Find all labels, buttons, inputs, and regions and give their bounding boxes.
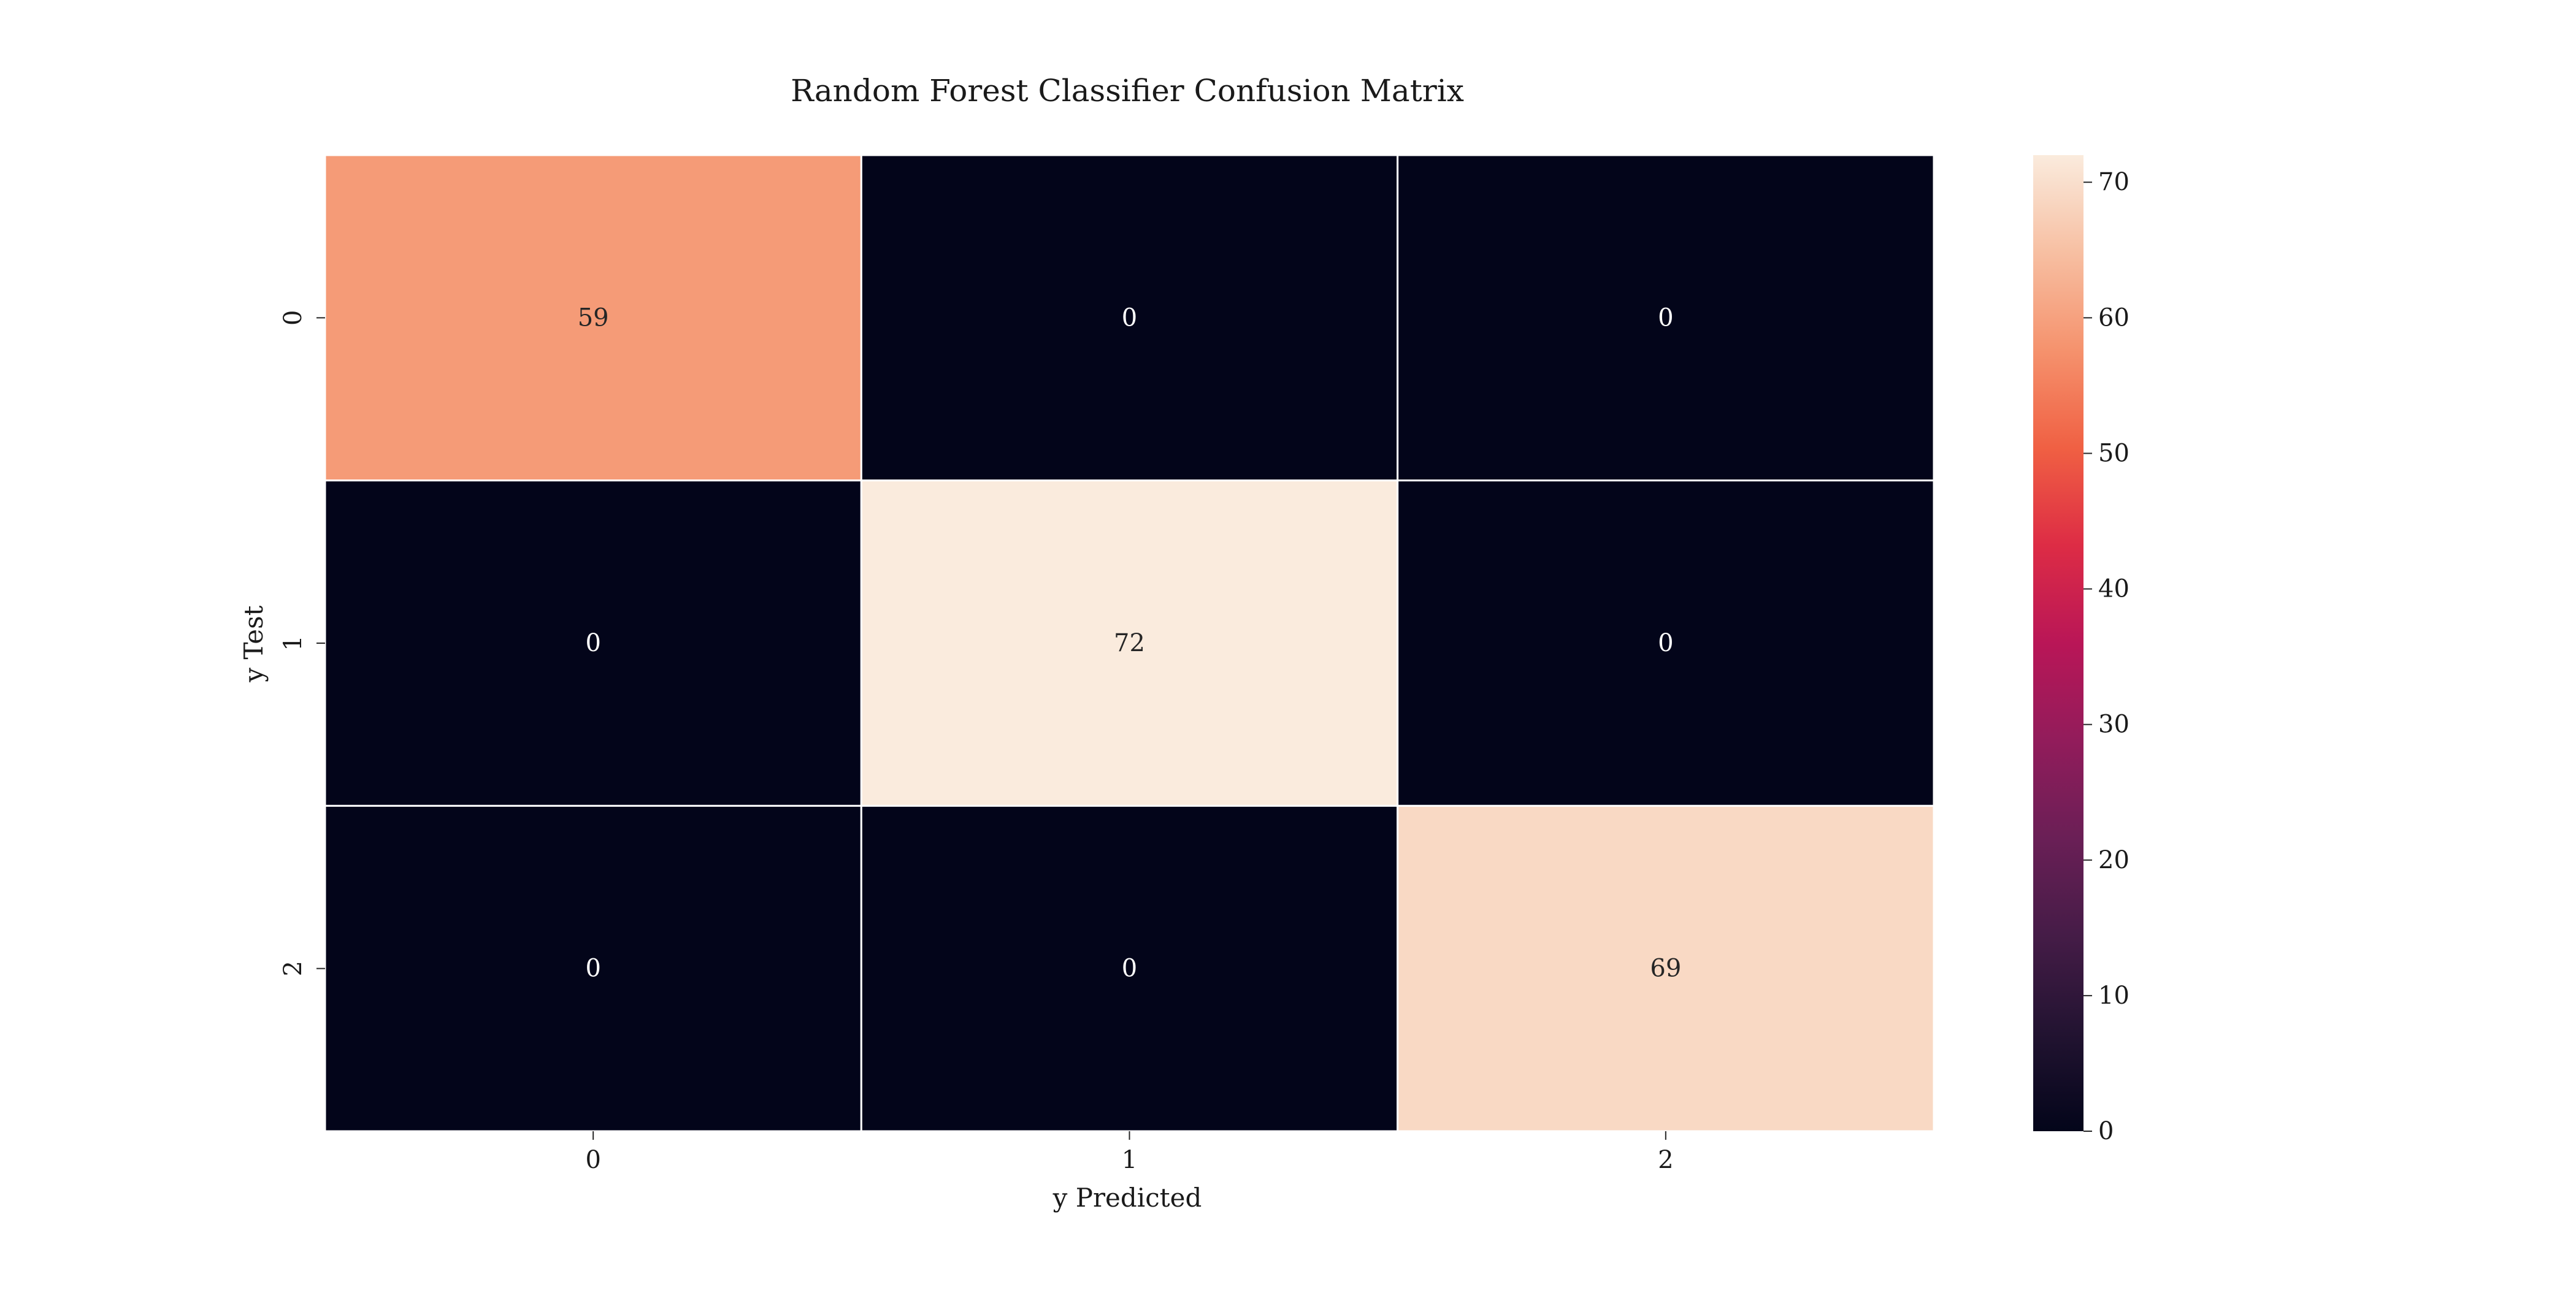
- colorbar: 0 10 20 30 40 50 60 70: [2033, 155, 2129, 1145]
- colorbar-tick-label-40: 40: [2098, 575, 2129, 603]
- y-tick-label-0: 0: [279, 310, 307, 326]
- colorbar-ticks: 0 10 20 30 40 50 60 70: [2083, 168, 2129, 1145]
- cell-annotation-r2-c1: 0: [1122, 955, 1137, 983]
- colorbar-tick-label-50: 50: [2098, 439, 2129, 467]
- y-tick-label-1: 1: [279, 635, 307, 651]
- cell-annotation-r1-c2: 0: [1658, 629, 1673, 657]
- cell-annotation-r1-c1: 72: [1114, 629, 1145, 657]
- y-tick-label-2: 2: [279, 961, 307, 976]
- chart-title: Random Forest Classifier Confusion Matri…: [791, 73, 1464, 109]
- heatmap-cell-r1-c2: [1397, 479, 1935, 807]
- heatmap-cells: [324, 154, 1935, 1132]
- cell-annotation-r2-c2: 69: [1650, 955, 1681, 983]
- heatmap-cell-r0-c1: [860, 154, 1399, 482]
- heatmap-cell-r2-c1: [860, 804, 1399, 1132]
- heatmap-cell-r1-c1: [860, 479, 1399, 807]
- colorbar-tick-label-20: 20: [2098, 846, 2129, 874]
- colorbar-tick-label-30: 30: [2098, 711, 2129, 739]
- cell-annotation-r0-c0: 59: [578, 303, 609, 332]
- colorbar-tick-label-0: 0: [2098, 1117, 2114, 1145]
- cell-annotation-r2-c0: 0: [585, 955, 600, 983]
- heatmap-cell-r0-c0: [324, 154, 862, 482]
- cell-annotations: 59 0 0 0 72 0 0 0 69: [578, 303, 1682, 982]
- heatmap-cell-r0-c2: [1397, 154, 1935, 482]
- heatmap-cell-r1-c0: [324, 479, 862, 807]
- colorbar-gradient: [2033, 155, 2083, 1131]
- colorbar-tick-label-60: 60: [2098, 303, 2129, 332]
- colorbar-tick-label-70: 70: [2098, 168, 2129, 196]
- y-tick-labels: 0 1 2: [279, 310, 325, 976]
- x-axis-label: y Predicted: [1052, 1183, 1202, 1213]
- x-tick-label-0: 0: [585, 1146, 600, 1174]
- x-tick-label-1: 1: [1122, 1146, 1137, 1174]
- cell-annotation-r0-c1: 0: [1122, 303, 1137, 332]
- x-tick-labels: 0 1 2: [585, 1131, 1674, 1174]
- cell-annotation-r1-c0: 0: [585, 629, 600, 657]
- heatmap-cell-r2-c0: [324, 804, 862, 1132]
- colorbar-tick-label-10: 10: [2098, 982, 2129, 1010]
- x-tick-label-2: 2: [1658, 1146, 1673, 1174]
- cell-annotation-r0-c2: 0: [1658, 303, 1673, 332]
- y-axis-label: y Test: [239, 605, 269, 682]
